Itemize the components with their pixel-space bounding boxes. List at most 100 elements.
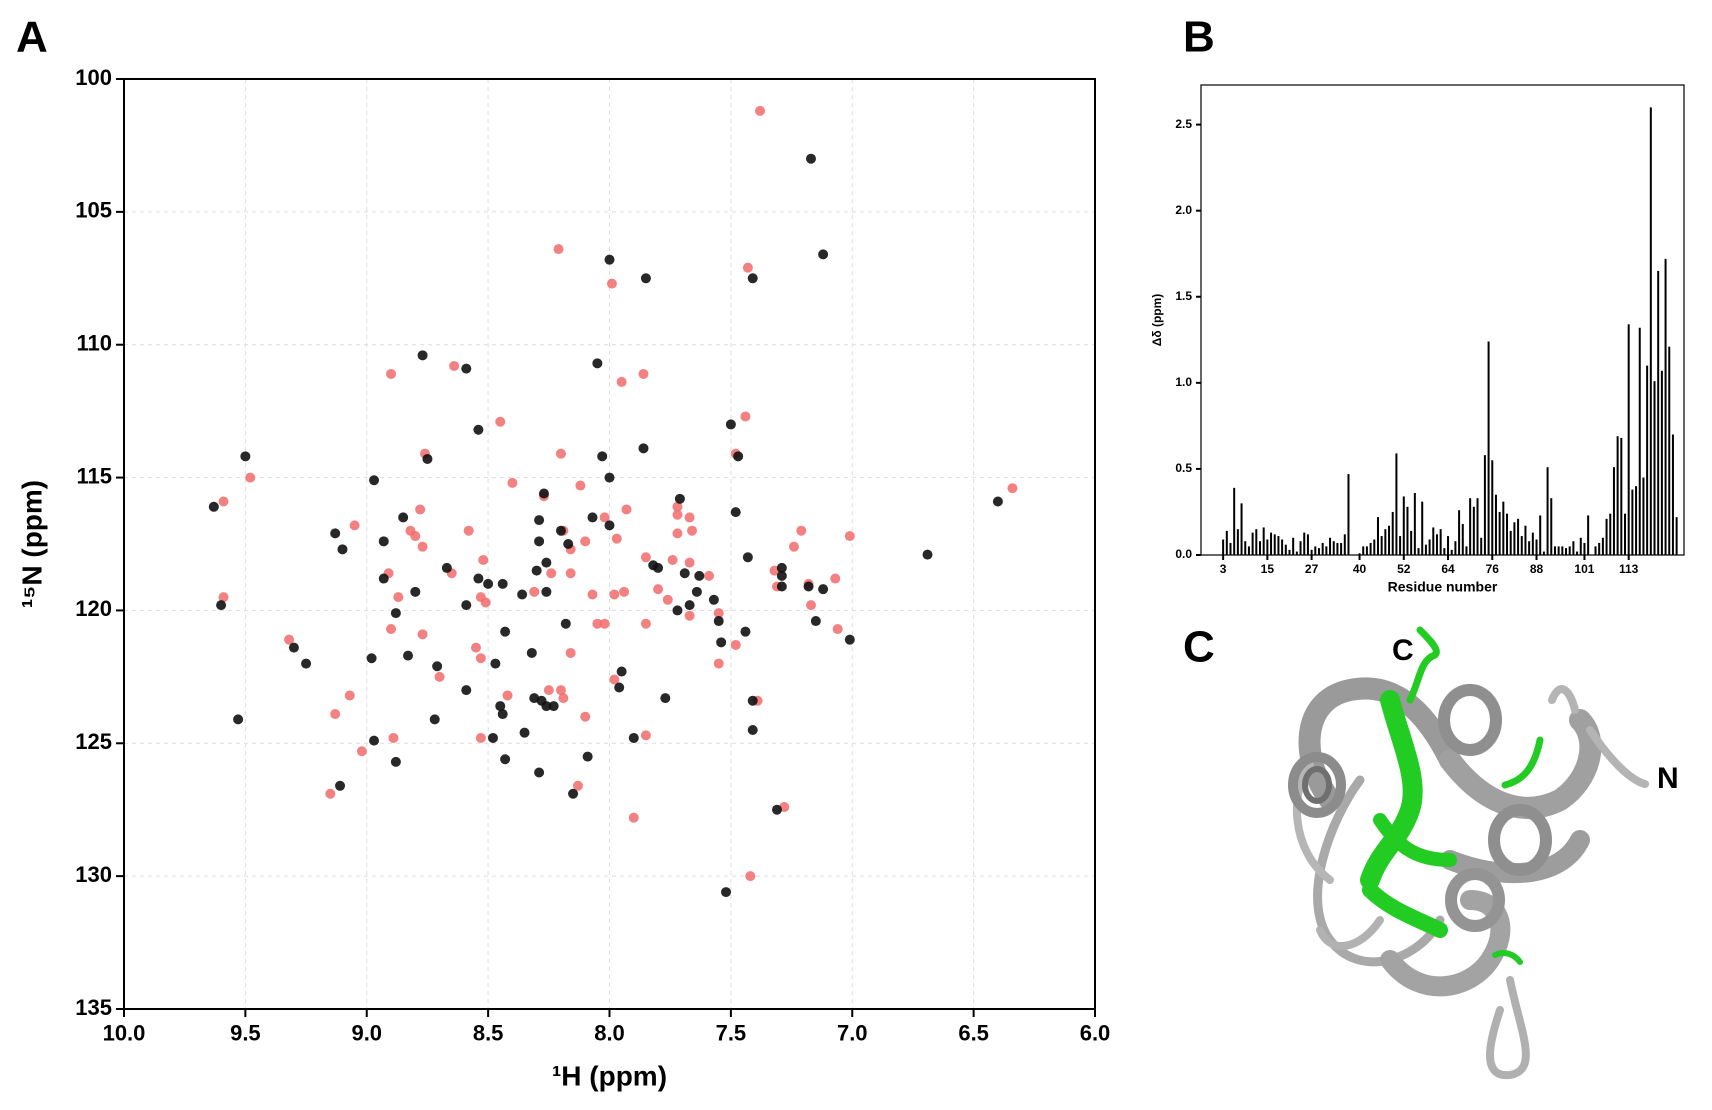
bar	[1358, 553, 1361, 555]
data-point	[599, 618, 610, 629]
data-point	[580, 711, 591, 722]
y-tick-label: 0.5	[1175, 461, 1192, 475]
terminus-label: C	[1392, 634, 1414, 667]
y-tick-label: 0.0	[1175, 547, 1192, 561]
bar	[1513, 522, 1516, 555]
bar	[1498, 511, 1501, 555]
bar	[1336, 542, 1339, 555]
bar	[1222, 539, 1225, 555]
x-tick-label: 7.5	[716, 1020, 747, 1045]
data-point	[638, 368, 649, 379]
bar	[1461, 524, 1464, 555]
data-point	[619, 586, 630, 597]
data-point	[730, 639, 741, 650]
data-point	[604, 254, 615, 265]
bar	[1531, 532, 1534, 555]
data-point	[366, 653, 377, 664]
data-point	[818, 584, 829, 595]
bar	[1266, 539, 1269, 555]
data-point	[805, 153, 816, 164]
data-point	[325, 788, 336, 799]
data-point	[640, 273, 651, 284]
bar	[1506, 513, 1509, 555]
data-point	[587, 589, 598, 600]
data-point	[667, 554, 678, 565]
data-point	[713, 608, 724, 619]
data-point	[386, 368, 397, 379]
bar	[1494, 494, 1497, 555]
bar	[1388, 525, 1391, 555]
data-point	[463, 525, 474, 536]
data-point	[337, 544, 348, 555]
data-point	[704, 570, 715, 581]
data-point	[776, 570, 787, 581]
bar	[1472, 506, 1475, 555]
data-point	[563, 539, 574, 549]
bar	[1635, 486, 1638, 555]
bar	[1373, 539, 1376, 555]
y-tick-label: 135	[75, 995, 112, 1020]
y-tick-label: 105	[75, 198, 112, 223]
data-point	[495, 416, 506, 427]
bar	[1391, 511, 1394, 555]
bar	[1583, 542, 1586, 555]
data-point	[344, 690, 355, 701]
data-point	[356, 746, 367, 757]
data-point	[398, 512, 409, 523]
data-point	[721, 887, 732, 898]
bar	[1306, 534, 1309, 555]
bar	[1310, 549, 1313, 555]
bar	[1299, 541, 1302, 555]
data-point	[582, 751, 593, 762]
bar	[1480, 537, 1483, 555]
data-point	[473, 573, 484, 584]
data-point	[745, 871, 756, 882]
data-point	[417, 541, 428, 552]
x-tick-label: 27	[1305, 562, 1319, 576]
bar	[1572, 541, 1575, 555]
x-axis-label: ¹H (ppm)	[552, 1060, 667, 1091]
data-point	[553, 244, 564, 255]
data-point	[470, 642, 481, 653]
data-point	[548, 701, 559, 712]
data-point	[611, 533, 622, 544]
bar	[1270, 532, 1273, 555]
data-point	[216, 600, 227, 611]
bar	[1550, 498, 1553, 555]
data-point	[390, 608, 401, 619]
bar	[1284, 544, 1287, 555]
bar	[1410, 530, 1413, 555]
data-point	[628, 732, 639, 743]
bar	[1417, 548, 1420, 555]
data-point	[830, 573, 841, 584]
data-point	[684, 610, 695, 621]
data-point	[534, 515, 545, 526]
panel-label: C	[1183, 623, 1215, 672]
data-point	[733, 451, 744, 462]
data-point	[441, 562, 452, 573]
data-point	[208, 501, 219, 512]
data-point	[422, 453, 433, 464]
bar	[1295, 551, 1298, 555]
data-point	[349, 520, 360, 531]
data-point	[529, 586, 540, 597]
data-point	[555, 448, 566, 459]
data-point	[621, 504, 632, 515]
x-tick-label: 52	[1397, 562, 1411, 576]
bar	[1365, 546, 1368, 555]
data-point	[517, 589, 528, 600]
bar	[1332, 541, 1335, 555]
data-point	[546, 568, 557, 579]
bar	[1369, 542, 1372, 555]
bar	[1528, 541, 1531, 555]
bar	[1612, 467, 1615, 555]
data-point	[672, 605, 683, 616]
data-point	[335, 780, 346, 791]
data-point	[369, 735, 380, 746]
data-point	[461, 600, 472, 611]
data-point	[500, 754, 511, 765]
data-point	[330, 528, 341, 539]
y-tick-label: 110	[77, 331, 113, 356]
data-point	[473, 424, 484, 435]
data-point	[713, 616, 724, 627]
